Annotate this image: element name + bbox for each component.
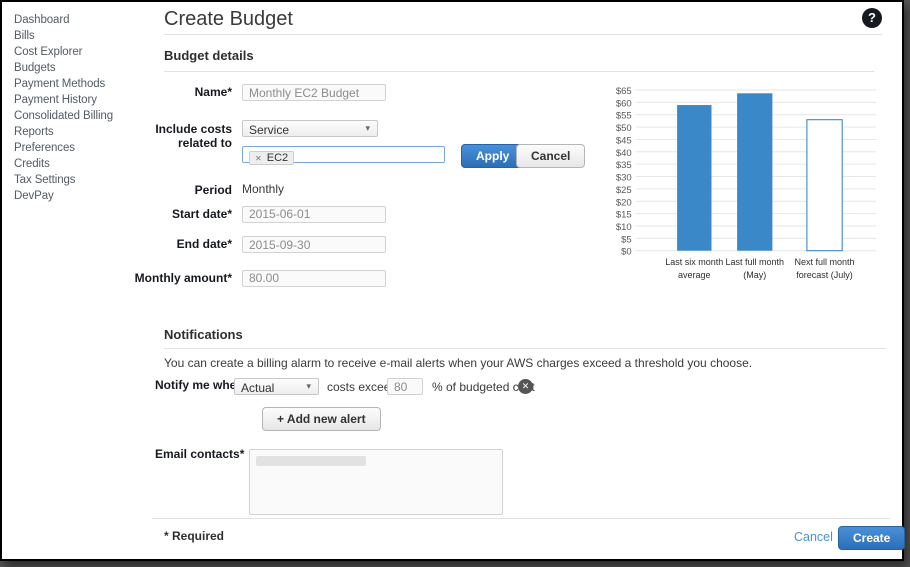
svg-text:$50: $50: [616, 123, 632, 134]
svg-text:$30: $30: [616, 173, 632, 184]
svg-text:(May): (May): [743, 270, 766, 280]
svg-text:Next full month: Next full month: [795, 257, 855, 267]
svg-text:$15: $15: [616, 210, 632, 221]
svg-text:$55: $55: [616, 111, 632, 122]
svg-text:$20: $20: [616, 198, 632, 209]
svg-text:average: average: [678, 270, 711, 280]
svg-text:$0: $0: [621, 247, 632, 258]
svg-text:$45: $45: [616, 136, 632, 147]
svg-text:Last full month: Last full month: [725, 257, 784, 267]
svg-text:Last six month: Last six month: [665, 257, 723, 267]
svg-text:$35: $35: [616, 160, 632, 171]
svg-text:$65: $65: [616, 86, 632, 97]
svg-text:$60: $60: [616, 99, 632, 110]
svg-text:$5: $5: [621, 235, 632, 246]
svg-text:forecast (July): forecast (July): [796, 270, 853, 280]
svg-text:$10: $10: [616, 222, 632, 233]
svg-text:$25: $25: [616, 185, 632, 196]
svg-text:$40: $40: [616, 148, 632, 159]
